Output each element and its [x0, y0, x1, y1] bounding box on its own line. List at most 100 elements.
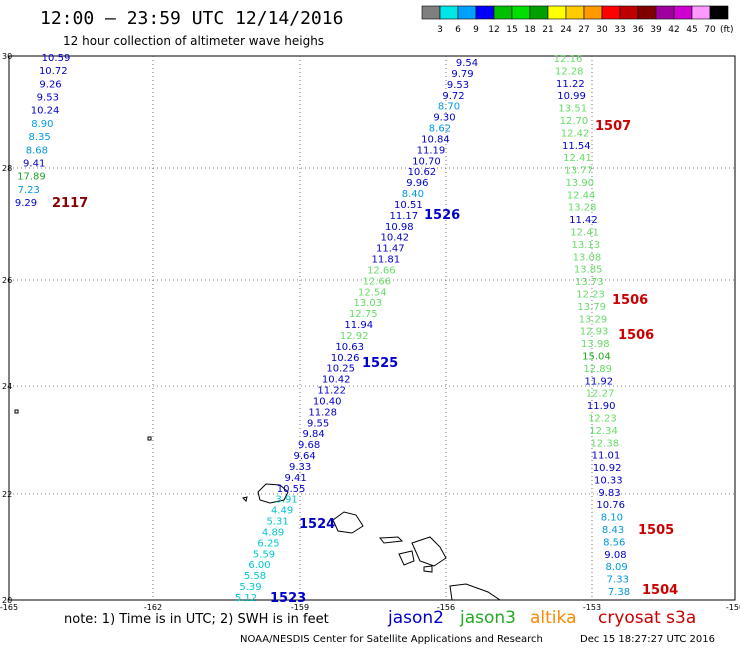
wave-height-east: 12.41 [563, 153, 592, 164]
wave-height-east: 12.89 [583, 364, 612, 375]
wave-height-track: 10.51 [394, 200, 423, 211]
wave-height-track: 9.54 [456, 58, 478, 69]
wave-height-track: 3.91 [275, 495, 297, 506]
wave-height-track: 5.58 [244, 571, 266, 582]
island-outline [257, 483, 289, 504]
wave-height-track: 11.81 [371, 255, 400, 266]
wave-height-east: 13.13 [571, 240, 600, 251]
track-id-label: 1506 [618, 328, 654, 343]
wave-height-west: 10.59 [42, 53, 71, 64]
lat-tick-label: 26 [2, 276, 12, 285]
map-frame [8, 55, 736, 601]
wave-height-west: 9.29 [15, 198, 37, 209]
map-subtitle: 12 hour collection of altimeter wave hei… [63, 34, 325, 48]
wave-height-track: 9.72 [442, 91, 464, 102]
island-outline [242, 496, 248, 502]
track-id-label: 1525 [362, 356, 398, 371]
wave-height-east: 11.22 [556, 79, 585, 90]
wave-height-west: 9.26 [39, 79, 61, 90]
island-outline [379, 536, 404, 544]
island-outline [14, 409, 19, 414]
lat-tick-label: 28 [2, 164, 12, 173]
wave-height-track: 8.40 [402, 189, 424, 200]
wave-height-west: 10.72 [39, 66, 68, 77]
wave-height-west: 8.68 [26, 145, 48, 156]
wave-height-east: 11.92 [585, 376, 614, 387]
wave-height-track: 10.98 [385, 222, 414, 233]
wave-height-west: 17.89 [17, 172, 46, 183]
legend-altika: altika [530, 608, 577, 628]
wave-height-east: 7.38 [608, 587, 630, 598]
colorbar-label: 36 [632, 25, 644, 35]
wave-height-track: 10.42 [381, 233, 410, 244]
wave-height-track: 9.68 [298, 440, 320, 451]
generated-timestamp: Dec 15 18:27:27 UTC 2016 [580, 634, 715, 645]
island-outline [147, 436, 152, 441]
wave-height-track: 10.55 [277, 484, 306, 495]
colorbar-label: 30 [596, 25, 608, 35]
wave-height-west: 8.90 [31, 119, 53, 130]
wave-height-east: 7.33 [607, 575, 629, 586]
wave-height-track: 11.19 [417, 145, 446, 156]
wave-height-track: 9.55 [307, 418, 329, 429]
wave-height-east: 12.93 [580, 327, 609, 338]
wave-height-east: 12.70 [560, 116, 589, 127]
lon-tick-label: -153 [583, 603, 601, 612]
wave-height-track: 9.30 [433, 113, 455, 124]
colorbar-swatch [709, 5, 729, 20]
wave-height-east: 8.43 [602, 525, 624, 536]
wave-height-track: 10.25 [326, 364, 355, 375]
colorbar-label: 18 [524, 25, 536, 35]
wave-height-east: 11.01 [592, 451, 621, 462]
map-title: 12:00 – 23:59 UTC 12/14/2016 [40, 8, 344, 29]
track-id-label: 1504 [642, 583, 678, 598]
wave-height-east: 9.83 [598, 488, 620, 499]
wave-height-east: 10.33 [594, 475, 623, 486]
lat-tick-label: 22 [2, 490, 12, 499]
track-id-label: 1506 [612, 293, 648, 308]
colorbar-label: 6 [455, 25, 461, 35]
wave-height-west: 7.23 [18, 185, 40, 196]
wave-height-track: 12.66 [367, 265, 396, 276]
wave-height-east: 9.08 [604, 550, 626, 561]
wave-height-track: 10.70 [412, 156, 441, 167]
wave-height-east: 13.85 [574, 265, 603, 276]
wave-height-east: 13.77 [564, 166, 593, 177]
island-outline [423, 565, 433, 573]
lon-tick-label: -159 [291, 603, 309, 612]
track-id-label: 1507 [595, 119, 631, 134]
credit-text: NOAA/NESDIS Center for Satellite Applica… [240, 634, 543, 645]
wave-height-track: 4.89 [262, 527, 284, 538]
legend-cryosat: cryosat s3a [598, 608, 697, 628]
colorbar-label: 15 [506, 25, 517, 35]
island-outline [332, 511, 364, 534]
colorbar-unit: (ft) [720, 25, 734, 35]
wave-height-east: 12.16 [554, 54, 583, 65]
wave-height-east: 11.54 [562, 141, 591, 152]
wave-height-east: 13.08 [573, 252, 602, 263]
wave-height-track: 8.62 [429, 124, 451, 135]
island-outline [411, 536, 447, 567]
wave-height-track: 9.41 [284, 473, 306, 484]
wave-height-east: 12.27 [586, 389, 615, 400]
wave-height-track: 9.96 [406, 178, 428, 189]
colorbar-label: 27 [578, 25, 589, 35]
colorbar-label: 42 [668, 25, 679, 35]
wave-height-track: 6.00 [248, 560, 270, 571]
colorbar-label: 9 [473, 25, 479, 35]
wave-height-track: 11.22 [317, 386, 346, 397]
wave-height-track: 9.79 [451, 69, 473, 80]
wave-height-track: 8.70 [438, 102, 460, 113]
island-outline [449, 583, 502, 601]
colorbar-label: 24 [560, 25, 572, 35]
wave-height-east: 12.23 [588, 413, 617, 424]
colorbar-label: 70 [704, 25, 716, 35]
wave-height-track: 12.54 [358, 287, 387, 298]
wave-height-track: 5.39 [239, 582, 261, 593]
wave-height-track: 9.84 [303, 429, 325, 440]
track-id-label: 1524 [299, 517, 335, 532]
wave-height-east: 8.09 [605, 562, 627, 573]
wave-height-track: 5.59 [253, 549, 275, 560]
wave-height-track: 13.03 [353, 298, 382, 309]
wave-height-east: 8.10 [601, 513, 623, 524]
